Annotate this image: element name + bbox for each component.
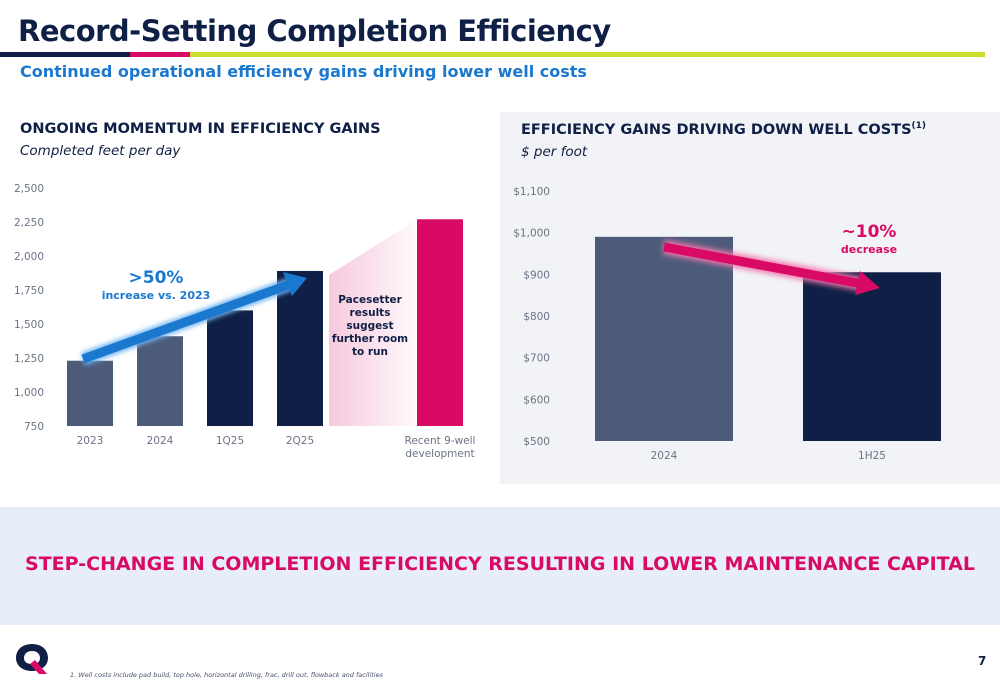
decrease-arrow-head	[855, 271, 880, 295]
left-y-tick-label: 1,500	[14, 319, 44, 331]
right-y-tick-label: $800	[523, 311, 550, 323]
footnote: 1. Well costs include pad build, top hol…	[70, 671, 383, 679]
takeaway-banner	[0, 507, 1000, 625]
left-bar-2	[137, 336, 183, 426]
left-x-tick-label: 1Q25	[216, 435, 244, 447]
left-y-tick-label: 2,250	[14, 217, 44, 229]
efficiency-bar-chart: 750 1,000 1,250 1,500 1,750 2,000 2,250 2,500 2…	[14, 183, 476, 460]
left-x-tick-label: 2024	[147, 435, 174, 447]
left-chart-subtitle: Completed feet per day	[20, 143, 181, 159]
left-bar-5	[417, 219, 463, 426]
title-rule-navy	[0, 52, 130, 57]
right-bar-1	[595, 236, 733, 441]
left-callout-text: increase vs. 2023	[102, 289, 211, 302]
left-y-tick-label: 750	[24, 421, 44, 433]
page-subtitle: Continued operational efficiency gains d…	[20, 62, 587, 81]
left-chart-title: ONGOING MOMENTUM IN EFFICIENCY GAINS	[20, 121, 381, 137]
pacesetter-gradient-band	[329, 219, 417, 426]
right-x-tick-label: 1H25	[858, 450, 886, 462]
pacesetter-note-line: results	[350, 307, 391, 319]
right-y-tick-label: $1,000	[513, 228, 550, 240]
takeaway-banner-text: STEP-CHANGE IN COMPLETION EFFICIENCY RES…	[25, 553, 975, 575]
trend-arrow-shaft	[81, 279, 293, 364]
left-y-tick-label: 2,000	[14, 251, 44, 263]
right-chart-title-text: EFFICIENCY GAINS DRIVING DOWN WELL COSTS	[521, 121, 912, 138]
left-y-tick-label: 1,000	[14, 387, 44, 399]
right-callout-text: decrease	[841, 243, 897, 256]
pacesetter-note-line: further room	[332, 333, 408, 345]
pacesetter-note-line: Pacesetter	[338, 294, 402, 306]
right-x-tick-label: 2024	[651, 450, 678, 462]
left-x-tick-label: Recent 9-well	[405, 435, 476, 447]
right-chart-subtitle: $ per foot	[521, 144, 588, 160]
left-y-tick-label: 1,250	[14, 353, 44, 365]
left-x-tick-label: 2023	[77, 435, 104, 447]
right-callout-value: ~10%	[842, 222, 897, 242]
right-y-tick-label: $700	[523, 353, 550, 365]
left-bar-1	[67, 360, 113, 426]
title-rule-magenta	[130, 52, 190, 57]
right-y-tick-label: $500	[523, 436, 550, 448]
left-x-tick-label: 2Q25	[286, 435, 314, 447]
right-y-tick-label: $600	[523, 394, 550, 406]
left-callout-value: >50%	[129, 268, 184, 288]
page-title: Record-Setting Completion Efficiency	[18, 14, 611, 48]
right-bar-2	[803, 272, 941, 441]
right-chart-title: EFFICIENCY GAINS DRIVING DOWN WELL COSTS…	[521, 121, 926, 138]
left-x-tick-label: development	[405, 448, 474, 460]
footnote-marker: (1)	[911, 121, 927, 131]
decrease-arrow-shaft	[663, 242, 863, 289]
pacesetter-note-line: to run	[352, 346, 388, 358]
page-number: 7	[978, 654, 987, 668]
well-cost-bar-chart: $500 $600 $700 $800 $900 $1,000 $1,100 2024 1H25…	[513, 186, 941, 462]
pacesetter-note-line: suggest	[346, 320, 393, 332]
left-y-tick-label: 2,500	[14, 183, 44, 195]
title-rule-lime	[190, 52, 985, 57]
company-logo	[16, 644, 48, 674]
right-y-tick-label: $1,100	[513, 186, 550, 198]
trend-arrow-head	[283, 272, 307, 296]
right-y-tick-label: $900	[523, 269, 550, 281]
left-bar-4	[277, 270, 323, 426]
left-y-tick-label: 1,750	[14, 285, 44, 297]
left-bar-3	[207, 310, 253, 426]
